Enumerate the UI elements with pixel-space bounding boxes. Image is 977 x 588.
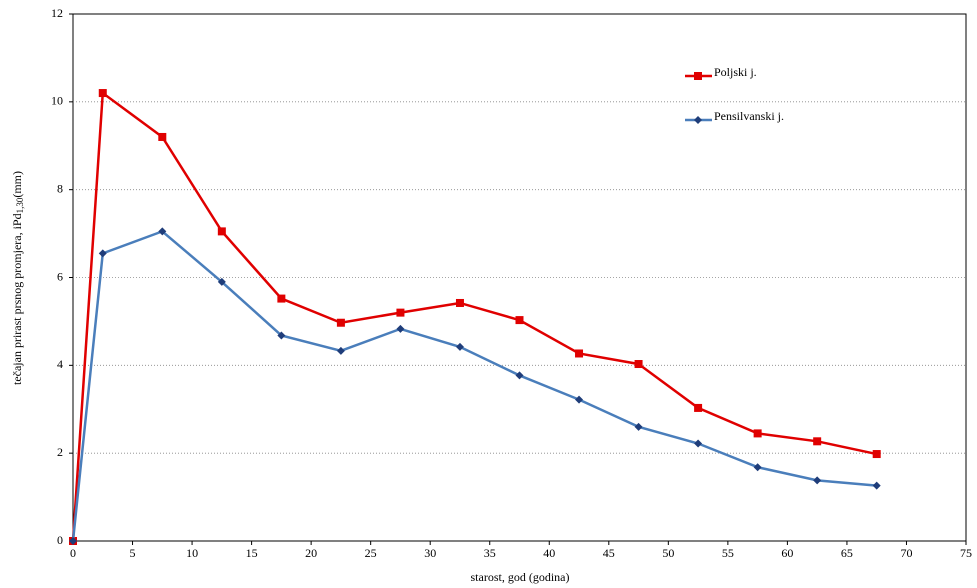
x-tick-label: 35 bbox=[484, 546, 496, 560]
legend-label: Pensilvanski j. bbox=[714, 109, 784, 123]
marker bbox=[753, 463, 762, 472]
marker bbox=[813, 476, 822, 485]
x-axis-label: starost, god (godina) bbox=[471, 570, 570, 584]
marker bbox=[634, 422, 643, 431]
x-tick-label: 50 bbox=[662, 546, 674, 560]
legend-label: Poljski j. bbox=[714, 65, 757, 79]
marker bbox=[575, 395, 584, 404]
series-line bbox=[71, 90, 877, 542]
x-tick-label: 60 bbox=[781, 546, 793, 560]
y-label-sub: 1,30 bbox=[15, 197, 25, 213]
x-tick-label: 55 bbox=[722, 546, 734, 560]
marker bbox=[336, 346, 345, 355]
x-tick-label: 40 bbox=[543, 546, 555, 560]
marker bbox=[694, 439, 703, 448]
marker bbox=[69, 537, 77, 545]
x-tick-label: 75 bbox=[960, 546, 972, 560]
marker bbox=[455, 298, 464, 307]
x-tick-label: 30 bbox=[424, 546, 436, 560]
y-tick-label: 10 bbox=[51, 94, 63, 108]
x-tick-label: 45 bbox=[603, 546, 615, 560]
marker bbox=[634, 360, 643, 369]
y-tick-label: 8 bbox=[57, 181, 63, 195]
x-tick-label: 70 bbox=[900, 546, 912, 560]
marker bbox=[515, 316, 524, 325]
marker bbox=[336, 318, 345, 327]
marker bbox=[455, 342, 464, 351]
y-tick-label: 4 bbox=[57, 357, 63, 371]
y-tick-label: 6 bbox=[57, 269, 63, 283]
marker bbox=[277, 294, 286, 303]
y-tick-label: 2 bbox=[57, 445, 63, 459]
x-tick-label: 65 bbox=[841, 546, 853, 560]
x-tick-label: 10 bbox=[186, 546, 198, 560]
marker bbox=[872, 481, 881, 490]
y-label-suffix: (mm) bbox=[10, 171, 24, 198]
x-tick-label: 15 bbox=[246, 546, 258, 560]
y-tick-label: 0 bbox=[57, 533, 63, 547]
marker bbox=[575, 349, 584, 358]
marker bbox=[872, 450, 881, 459]
x-tick-label: 25 bbox=[365, 546, 377, 560]
x-tick-label: 0 bbox=[70, 546, 76, 560]
y-axis-label: tečajan prirast prsnog promjera, iPd1,30… bbox=[10, 171, 25, 385]
marker bbox=[217, 277, 226, 286]
marker bbox=[694, 116, 702, 124]
marker bbox=[98, 89, 107, 98]
y-label-text: tečajan prirast prsnog promjera, iPd bbox=[10, 213, 24, 385]
marker bbox=[396, 324, 405, 333]
marker bbox=[753, 429, 762, 438]
x-tick-label: 5 bbox=[130, 546, 136, 560]
marker bbox=[694, 403, 703, 412]
marker bbox=[396, 308, 405, 317]
marker bbox=[694, 72, 702, 80]
x-tick-label: 20 bbox=[305, 546, 317, 560]
marker bbox=[813, 437, 822, 446]
y-tick-label: 12 bbox=[51, 6, 63, 20]
marker bbox=[217, 227, 226, 236]
marker bbox=[98, 249, 107, 258]
marker bbox=[158, 227, 167, 236]
marker bbox=[158, 132, 167, 141]
marker bbox=[277, 331, 286, 340]
marker bbox=[515, 371, 524, 380]
